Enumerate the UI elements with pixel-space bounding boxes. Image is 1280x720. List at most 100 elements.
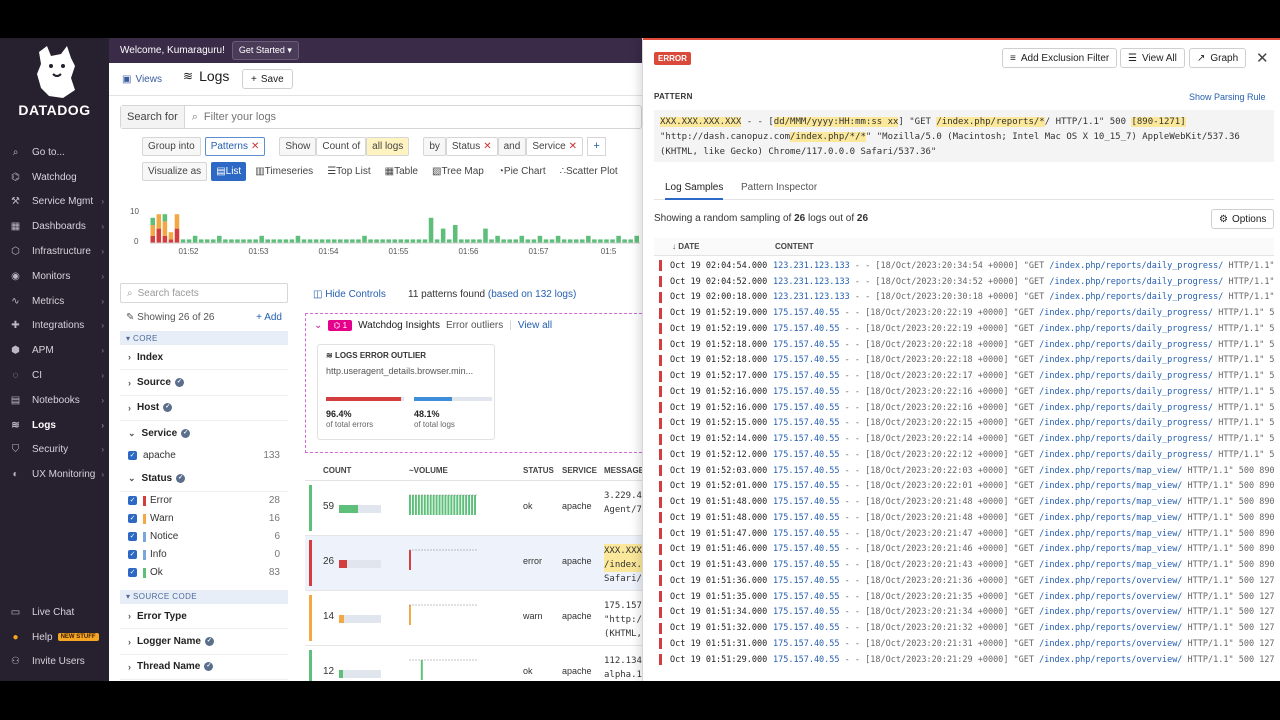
histogram-bar-error[interactable] — [162, 235, 168, 243]
log-row[interactable]: Oct 19 01:52:19.000 175.157.40.55 - - [18… — [654, 321, 1274, 337]
log-row[interactable]: Oct 19 01:51:43.000 175.157.40.55 - - [18… — [654, 557, 1274, 573]
core-section-header[interactable]: ▾ CORE — [120, 331, 288, 345]
viz-option-table[interactable]: ▦ Table — [379, 161, 423, 181]
histogram-bar-ok[interactable] — [573, 239, 579, 243]
facet-host[interactable]: › Host ✓ — [120, 396, 288, 422]
facet-thread-name[interactable]: › Thread Name ✓ — [120, 655, 288, 681]
checkbox-checked[interactable]: ✓ — [128, 496, 137, 506]
histogram-bar-error[interactable] — [150, 235, 156, 243]
histogram-bar-ok[interactable] — [628, 239, 633, 243]
histogram-bar-ok[interactable] — [374, 239, 379, 243]
histogram-bar-ok[interactable] — [513, 239, 519, 243]
histogram-bar-ok[interactable] — [301, 239, 307, 243]
histogram-bar-ok[interactable] — [422, 239, 428, 243]
log-row[interactable]: Oct 19 01:51:32.000 175.157.40.55 - - [18… — [654, 620, 1274, 636]
histogram-bar-ok[interactable] — [580, 239, 585, 243]
histogram-bar-ok[interactable] — [519, 235, 525, 243]
histogram-bar-ok[interactable] — [440, 228, 446, 243]
facet-source[interactable]: › Source ✓ — [120, 370, 288, 396]
log-row[interactable]: Oct 19 01:51:34.000 175.157.40.55 - - [18… — [654, 605, 1274, 621]
histogram-bar-ok[interactable] — [567, 239, 573, 243]
histogram-bar-ok[interactable] — [555, 235, 561, 243]
histogram-bar-ok[interactable] — [404, 239, 410, 243]
histogram-bar-ok[interactable] — [507, 239, 512, 243]
sidebar-item-invite-users[interactable]: ⚇ Invite Users — [0, 650, 109, 675]
outlier-card[interactable]: ≋ LOGS ERROR OUTLIER http.useragent_deta… — [317, 344, 495, 440]
histogram-bar-ok[interactable] — [150, 217, 156, 225]
close-icon[interactable]: ✕ — [1256, 50, 1269, 67]
log-row[interactable]: Oct 19 02:04:52.000 123.231.123.133 - - [… — [654, 274, 1274, 290]
histogram-bar-ok[interactable] — [283, 239, 289, 243]
log-row[interactable]: Oct 19 01:51:48.000 175.157.40.55 - - [18… — [654, 510, 1274, 526]
log-row[interactable]: Oct 19 01:52:17.000 175.157.40.55 - - [18… — [654, 368, 1274, 384]
histogram-bar-ok[interactable] — [198, 239, 204, 243]
log-row[interactable]: Oct 19 01:52:15.000 175.157.40.55 - - [18… — [654, 416, 1274, 432]
histogram-bar-ok[interactable] — [350, 239, 355, 243]
pattern-row[interactable]: 14 14 warn apache 175.157 "http:/ (KHTML, — [305, 591, 642, 646]
log-row[interactable]: Oct 19 01:51:31.000 175.157.40.55 - - [18… — [654, 636, 1274, 652]
histogram-bar-ok[interactable] — [223, 239, 228, 243]
col-volume[interactable]: ~VOLUME — [409, 466, 448, 475]
sidebar-item-help[interactable]: ● Help NEW STUFF — [0, 625, 109, 650]
count-of-select[interactable]: Count of — [316, 136, 367, 156]
all-logs-select[interactable]: all logs — [366, 136, 410, 156]
histogram-bar-ok[interactable] — [459, 239, 464, 243]
histogram-bar-ok[interactable] — [604, 239, 609, 243]
log-row[interactable]: Oct 19 01:52:18.000 175.157.40.55 - - [18… — [654, 337, 1274, 353]
facet-value-notice[interactable]: ✓ Notice 6 — [120, 528, 288, 546]
histogram-bar-ok[interactable] — [410, 239, 416, 243]
histogram-bar-ok[interactable] — [319, 239, 325, 243]
col-count[interactable]: COUNT — [323, 466, 352, 475]
close-icon[interactable]: ✕ — [568, 140, 578, 152]
add-facet-button[interactable]: + Add — [256, 312, 282, 323]
log-row[interactable]: Oct 19 01:51:36.000 175.157.40.55 - - [18… — [654, 573, 1274, 589]
sidebar-item-logs[interactable]: ≋ Logs › — [0, 413, 109, 438]
facet-search-input[interactable]: ⌕ Search facets — [120, 283, 288, 303]
log-row[interactable]: Oct 19 01:52:19.000 175.157.40.55 - - [18… — [654, 305, 1274, 321]
histogram-bar-ok[interactable] — [307, 239, 313, 243]
log-row[interactable]: Oct 19 02:04:54.000 123.231.123.133 - - [… — [654, 258, 1274, 274]
histogram-bar-ok[interactable] — [428, 217, 434, 243]
histogram-bar-ok[interactable] — [368, 239, 373, 243]
histogram-bar-ok[interactable] — [477, 239, 482, 243]
histogram-bar-ok[interactable] — [186, 239, 192, 243]
histogram-bar-ok[interactable] — [586, 235, 591, 243]
checkbox-checked[interactable]: ✓ — [128, 514, 137, 524]
histogram-bar-ok[interactable] — [537, 235, 543, 243]
log-row[interactable]: Oct 19 01:51:46.000 175.157.40.55 - - [18… — [654, 542, 1274, 558]
histogram-bar-ok[interactable] — [180, 239, 186, 243]
histogram-bar-ok[interactable] — [162, 214, 168, 222]
log-row[interactable]: Oct 19 01:52:01.000 175.157.40.55 - - [18… — [654, 479, 1274, 495]
histogram-bar-ok[interactable] — [531, 239, 537, 243]
pencil-icon[interactable]: ✎ — [126, 312, 135, 323]
histogram-bar-ok[interactable] — [465, 239, 470, 243]
histogram-bar-ok[interactable] — [380, 239, 385, 243]
sidebar-item-watchdog[interactable]: ⌬ Watchdog — [0, 165, 109, 190]
pattern-row[interactable]: 26 23 error apache XXX.XXX/index. Safari/ — [305, 536, 642, 591]
service-pill[interactable]: Service ✕ — [526, 136, 584, 156]
log-row[interactable]: Oct 19 01:52:16.000 175.157.40.55 - - [18… — [654, 400, 1274, 416]
histogram-bar-ok[interactable] — [344, 239, 349, 243]
log-row[interactable]: Oct 19 02:00:18.000 123.231.123.133 - - [… — [654, 290, 1274, 306]
sidebar-item-infrastructure[interactable]: ⬡ Infrastructure › — [0, 239, 109, 264]
histogram-bar-ok[interactable] — [295, 235, 301, 243]
sidebar-item-metrics[interactable]: ∿ Metrics › — [0, 289, 109, 314]
options-button[interactable]: ⚙ Options — [1211, 209, 1275, 229]
graph-button[interactable]: ↗ Graph — [1189, 48, 1247, 68]
viz-option-tree-map[interactable]: ▧ Tree Map — [426, 161, 489, 181]
sidebar-item-apm[interactable]: ⬢ APM › — [0, 338, 109, 363]
histogram-bar-ok[interactable] — [277, 239, 283, 243]
facet-logger-name[interactable]: › Logger Name ✓ — [120, 629, 288, 655]
facet-error-type[interactable]: › Error Type — [120, 604, 288, 630]
col-content[interactable]: CONTENT — [775, 242, 814, 251]
histogram-bar-ok[interactable] — [501, 239, 506, 243]
sidebar-item-monitors[interactable]: ◉ Monitors › — [0, 264, 109, 289]
log-row[interactable]: Oct 19 01:51:47.000 175.157.40.55 - - [18… — [654, 526, 1274, 542]
pattern-row[interactable]: 59 6 ok apache 3.229.4 Agent/7 — [305, 481, 642, 536]
histogram-bar-ok[interactable] — [241, 239, 246, 243]
histogram-bar-warn[interactable] — [150, 225, 156, 236]
histogram-bar-ok[interactable] — [452, 225, 458, 243]
histogram-bar-ok[interactable] — [229, 239, 234, 243]
datadog-logo[interactable]: DATADOG — [0, 44, 109, 124]
log-row[interactable]: Oct 19 01:52:18.000 175.157.40.55 - - [18… — [654, 353, 1274, 369]
